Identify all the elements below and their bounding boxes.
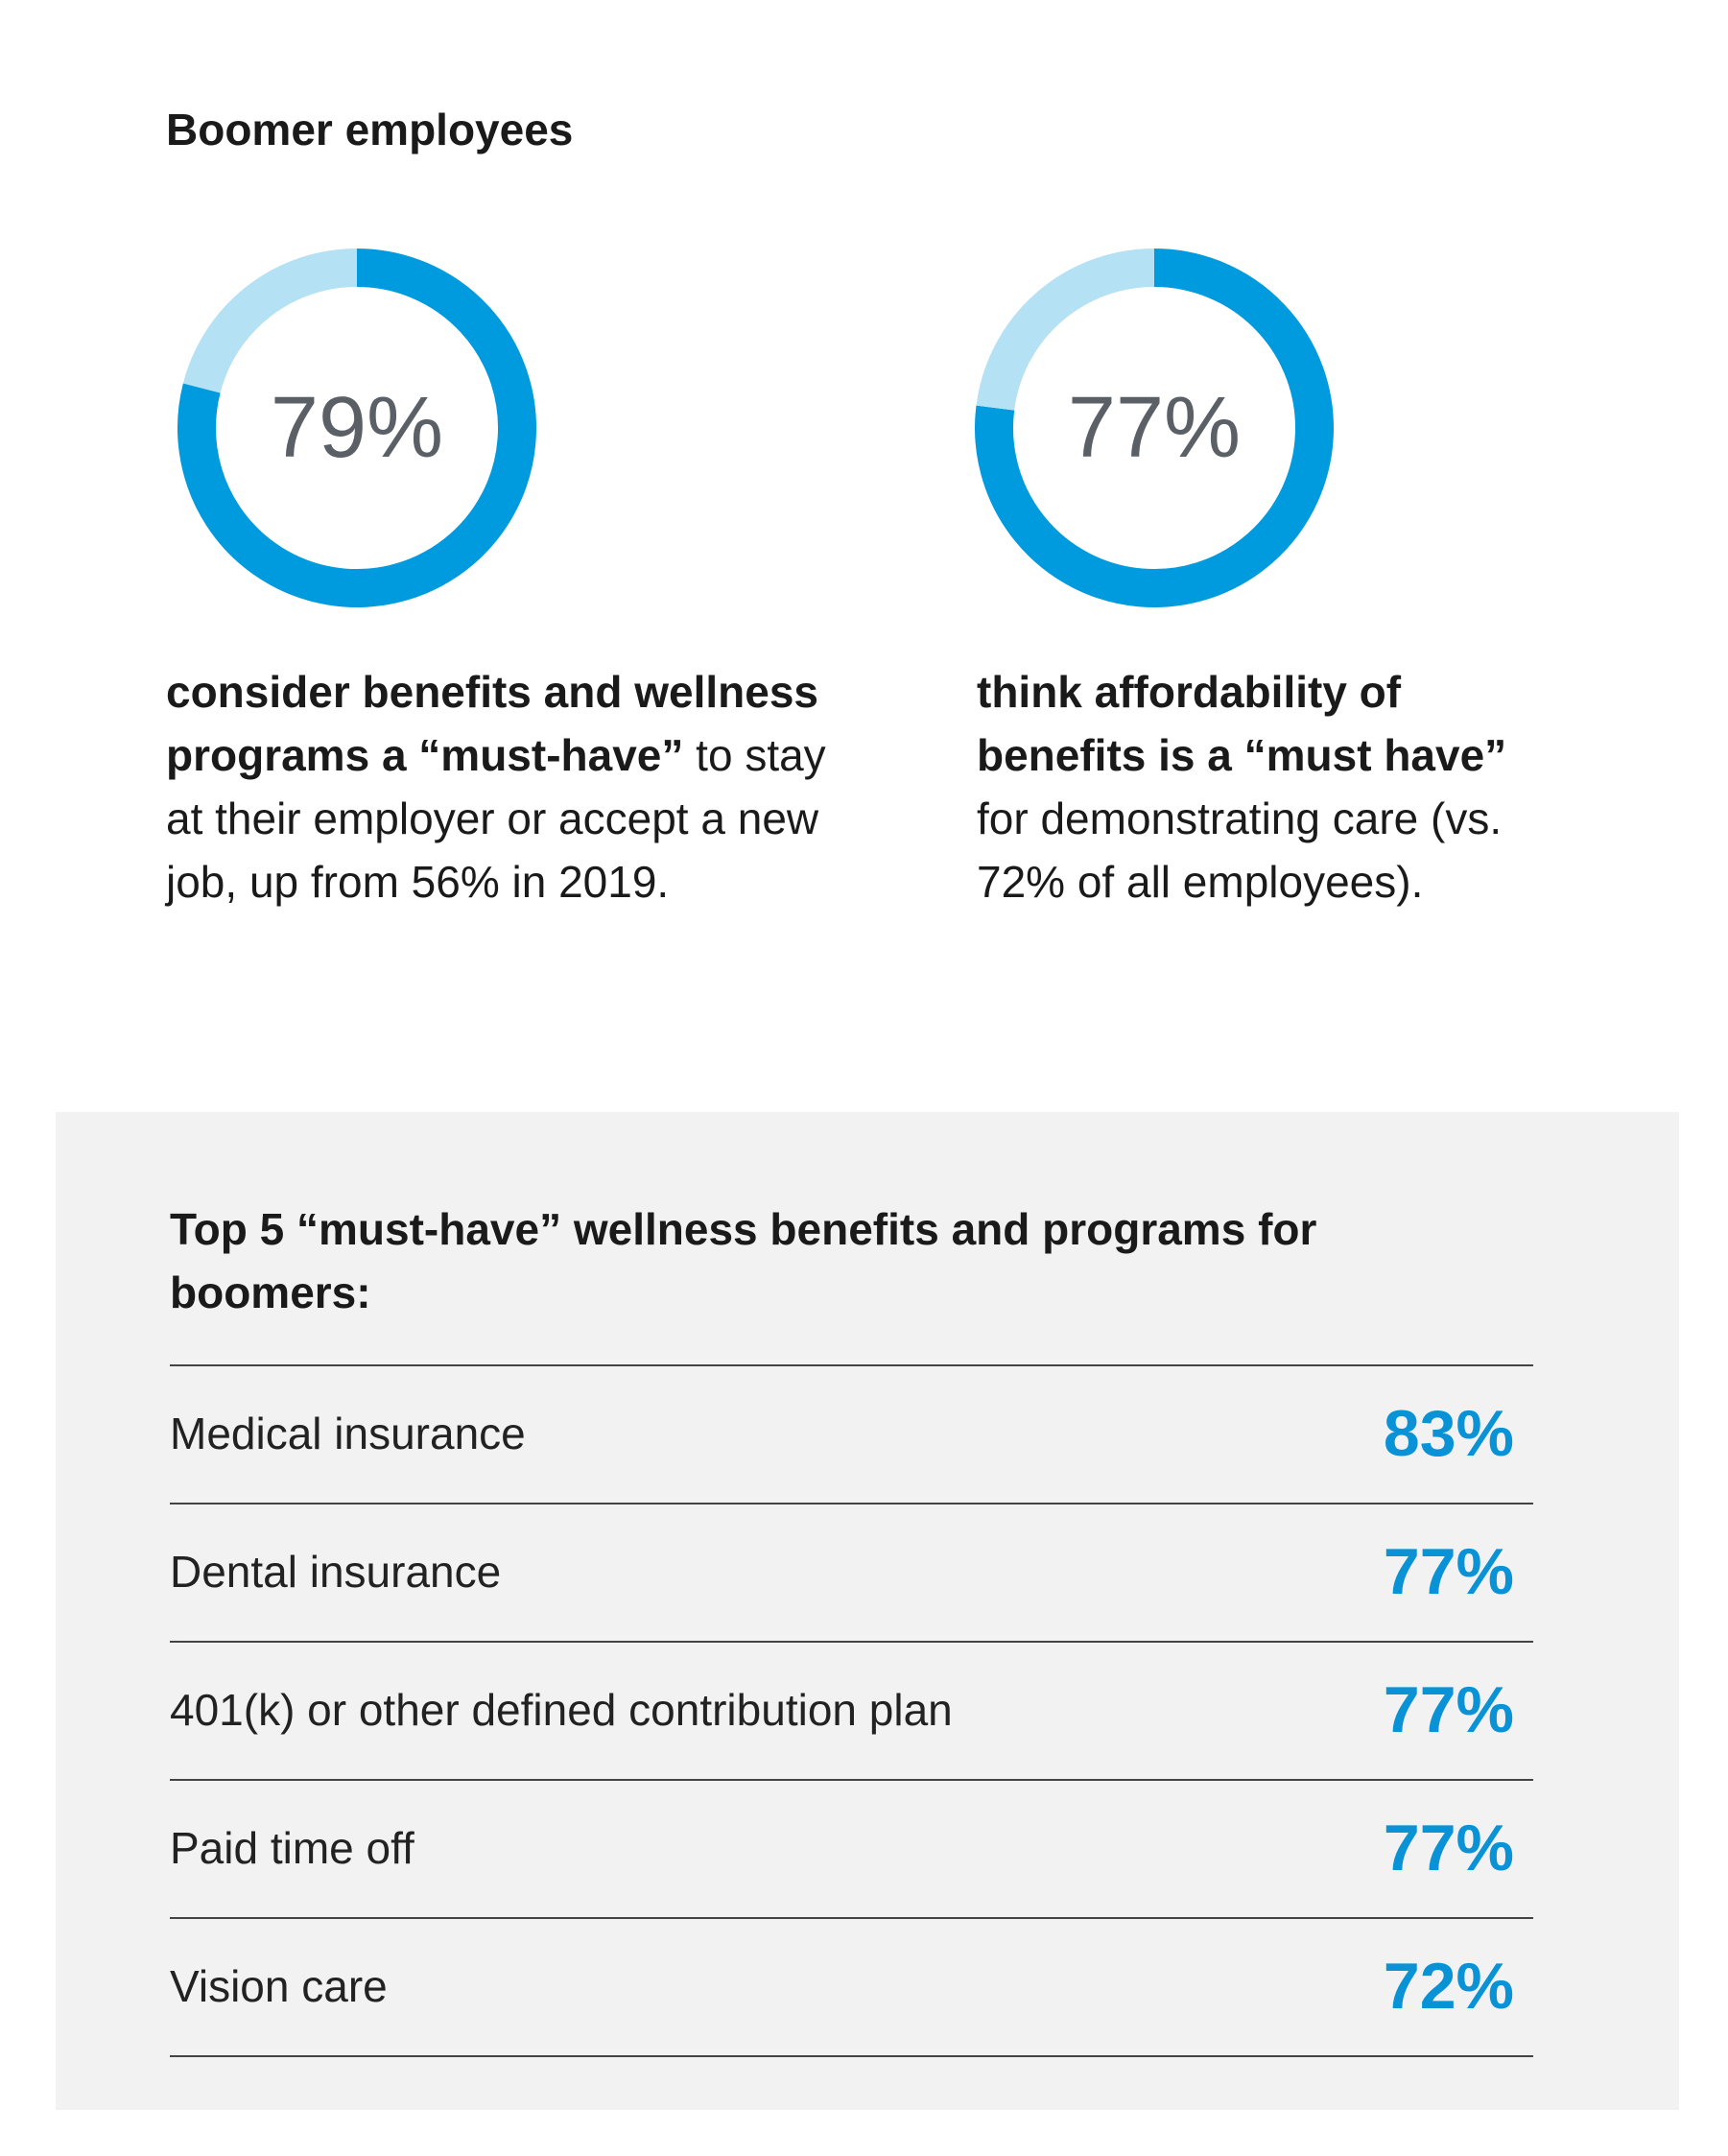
row-value: 72%: [1383, 1950, 1514, 2023]
donut-segment: [182, 249, 358, 393]
donut-segment: [178, 249, 536, 607]
donut-caption: consider benefits and wellness programs …: [166, 660, 838, 913]
donut-center-label: 79%: [271, 380, 443, 476]
caption-text: for demonstrating care (vs. 72% of all e…: [977, 794, 1503, 907]
row-label: Vision care: [170, 1961, 388, 2011]
caption-bold: consider benefits and wellness programs …: [166, 667, 818, 780]
caption-text: to stay at their employer or accept a ne…: [166, 730, 826, 907]
header-title: Boomer employees: [166, 105, 574, 154]
row-label: Paid time off: [170, 1823, 414, 1873]
row-value: 83%: [1383, 1397, 1514, 1470]
row-label: Medical insurance: [170, 1409, 526, 1458]
table-title: Top 5 “must-have” wellness benefits and …: [170, 1204, 1317, 1317]
caption-bold: think affordability of benefits is a “mu…: [977, 667, 1507, 780]
donut-caption: think affordability of benefits is a “mu…: [977, 660, 1552, 913]
row-value: 77%: [1383, 1535, 1514, 1608]
row-value: 77%: [1383, 1812, 1514, 1884]
row-value: 77%: [1383, 1673, 1514, 1746]
donut-segment: [976, 249, 1155, 411]
donut-segment: [975, 249, 1334, 607]
table-panel: [56, 1112, 1679, 2110]
donut-center-label: 77%: [1068, 380, 1241, 476]
row-label: Dental insurance: [170, 1547, 502, 1597]
row-label: 401(k) or other defined contribution pla…: [170, 1685, 953, 1735]
